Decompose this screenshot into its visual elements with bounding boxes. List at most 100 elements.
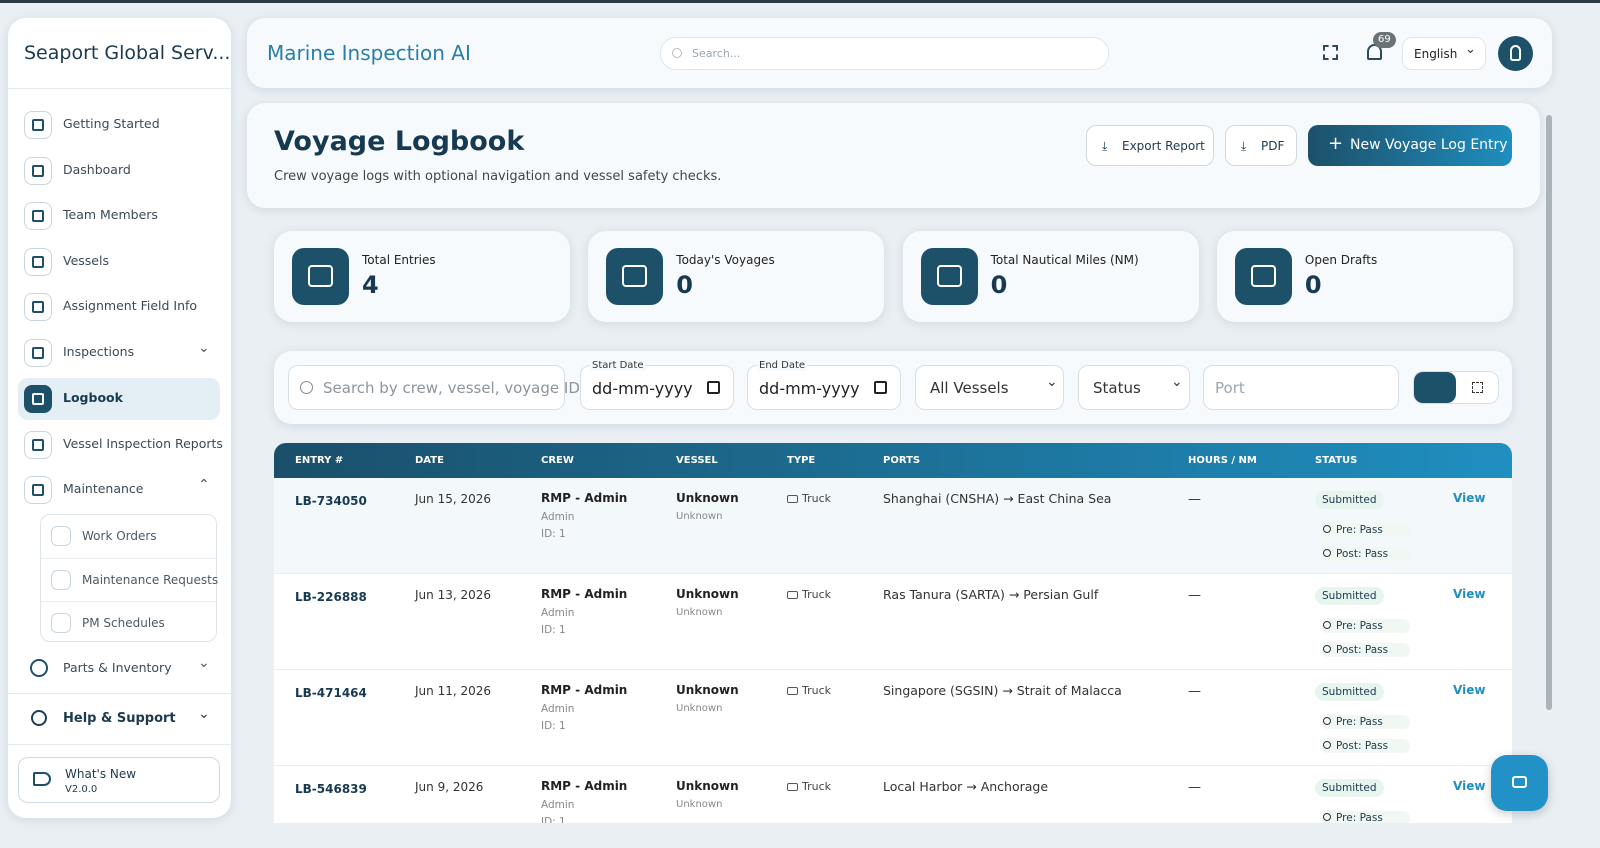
button-label: PDF [1261, 139, 1285, 153]
calendar-icon [707, 381, 720, 394]
type: Truck [802, 492, 832, 505]
divider [8, 88, 231, 89]
avatar-glyph [1510, 45, 1521, 61]
button-icon: ⤓ [1102, 139, 1108, 153]
stat-card: Total Nautical Miles (NM) 0 [902, 231, 1199, 322]
submenu-label: PM Schedules [82, 616, 165, 630]
nav-icon-glyph [32, 210, 44, 222]
vessel-sub: Unknown [676, 799, 723, 810]
stat-icon-glyph [308, 265, 333, 287]
pre-check: Pre: Pass [1322, 811, 1410, 823]
help-icon [31, 710, 47, 726]
nav-item[interactable]: Vessel Inspection Reports [18, 424, 223, 466]
vessel-sub: Unknown [676, 607, 723, 618]
vessel-sub: Unknown [676, 703, 723, 714]
submenu-item[interactable]: Work Orders [41, 515, 216, 557]
vessel-name: Unknown [676, 587, 739, 601]
nav-icon-glyph [32, 301, 44, 313]
header: Marine Inspection AI Search... 69 English ⌄ [247, 18, 1552, 88]
chevron: ⌄ [198, 706, 210, 722]
action-button[interactable]: + New Voyage Log Entry [1308, 125, 1512, 166]
check-icon [1323, 549, 1331, 557]
vessel-name: Unknown [676, 779, 739, 793]
column-header: TYPE [787, 455, 816, 466]
check-icon [1323, 717, 1331, 725]
grid-view-button[interactable] [1472, 382, 1483, 393]
nav-item[interactable]: Dashboard [18, 150, 220, 192]
ports: Local Harbor → Anchorage [883, 779, 1049, 794]
chat-button[interactable] [1491, 755, 1548, 811]
table-row: LB-471464 Jun 11, 2026 RMP - Admin Admin ID:… [274, 670, 1512, 766]
stat-value: 0 [990, 271, 1008, 299]
action-button[interactable]: ⤓ PDF [1225, 125, 1297, 166]
notification-badge: 69 [1373, 32, 1396, 48]
avatar[interactable] [1498, 36, 1533, 71]
nav-icon [24, 202, 52, 230]
page-title: Voyage Logbook [274, 126, 525, 157]
date-placeholder: dd-mm-yyyy [592, 379, 693, 398]
date-field[interactable]: dd-mm-yyyy [747, 365, 901, 410]
header-search[interactable]: Search... [660, 37, 1109, 70]
view-link[interactable]: View [1453, 683, 1486, 697]
stat-card: Today's Voyages 0 [588, 231, 885, 322]
nav-icon-glyph [32, 119, 44, 131]
calendar-icon [874, 381, 887, 394]
status-select[interactable]: Status ⌄ [1078, 365, 1190, 410]
check-icon [1323, 813, 1331, 821]
view-link[interactable]: View [1453, 779, 1486, 793]
nav-icon-glyph [32, 256, 44, 268]
nav-item[interactable]: Team Members [18, 195, 220, 237]
help[interactable]: Help & Support ⌄ [18, 698, 220, 740]
button-icon: ⤓ [1241, 139, 1247, 153]
chevron: ⌄ [1465, 42, 1476, 57]
stat-icon [1234, 248, 1292, 305]
crew-name: RMP - Admin [541, 683, 628, 697]
nav-item[interactable]: Inspections ⌄ [18, 332, 220, 374]
table-row: LB-226888 Jun 13, 2026 RMP - Admin Admin ID:… [274, 574, 1512, 670]
column-header: PORTS [883, 455, 921, 466]
submenu-label: Work Orders [82, 529, 157, 543]
nav-icon [30, 659, 48, 677]
table-row: LB-734050 Jun 15, 2026 RMP - Admin Admin ID:… [274, 478, 1512, 574]
view-link[interactable]: View [1453, 491, 1486, 505]
crew-role: Admin [541, 799, 575, 811]
nav-icon-glyph [32, 484, 44, 496]
list-view-button[interactable] [1414, 372, 1456, 403]
chevron: ⌄ [198, 655, 210, 671]
select-value: Status [1093, 379, 1141, 397]
nav-item[interactable]: Parts & Inventory ⌄ [18, 647, 220, 689]
action-button[interactable]: ⤓ Export Report [1086, 125, 1214, 166]
date-field[interactable]: dd-mm-yyyy [580, 365, 734, 410]
language-select[interactable]: English ⌄ [1402, 37, 1486, 70]
crew-role: Admin [541, 607, 575, 619]
pre-check: Pre: Pass [1322, 715, 1410, 729]
vessel-select[interactable]: All Vessels ⌄ [915, 365, 1064, 410]
nav-label: Team Members [63, 207, 158, 222]
type: Truck [802, 780, 832, 793]
crew-id: ID: 1 [541, 624, 566, 636]
nav-item[interactable]: Vessels [18, 241, 220, 283]
nav-item[interactable]: Assignment Field Info [18, 286, 220, 328]
nav-item[interactable]: Logbook [18, 378, 220, 420]
date: Jun 13, 2026 [415, 588, 492, 602]
nav-icon [24, 431, 52, 459]
nav-icon [24, 248, 52, 276]
view-link[interactable]: View [1453, 587, 1486, 601]
post-check: Post: Pass [1322, 739, 1410, 753]
button-label: New Voyage Log Entry [1350, 137, 1508, 153]
port-field[interactable]: Port [1203, 365, 1399, 410]
nav-item[interactable]: Maintenance ⌃ [18, 469, 220, 511]
nav-icon [24, 157, 52, 185]
entry-id: LB-226888 [295, 590, 367, 604]
stat-card: Total Entries 4 [274, 231, 570, 322]
nav-label: Vessels [63, 253, 109, 268]
status-badge: Submitted [1315, 587, 1384, 605]
hours-nm: — [1188, 780, 1201, 795]
submenu-item[interactable]: Maintenance Requests [41, 558, 218, 600]
vessel-name: Unknown [676, 683, 739, 697]
search-field[interactable]: Search by crew, vessel, voyage ID, [288, 365, 585, 410]
submenu-item[interactable]: PM Schedules [41, 601, 216, 643]
nav-item[interactable]: Getting Started [18, 104, 220, 146]
whats-new[interactable]: What's New V2.0.0 [18, 757, 220, 803]
fullscreen-icon[interactable] [1323, 45, 1338, 60]
